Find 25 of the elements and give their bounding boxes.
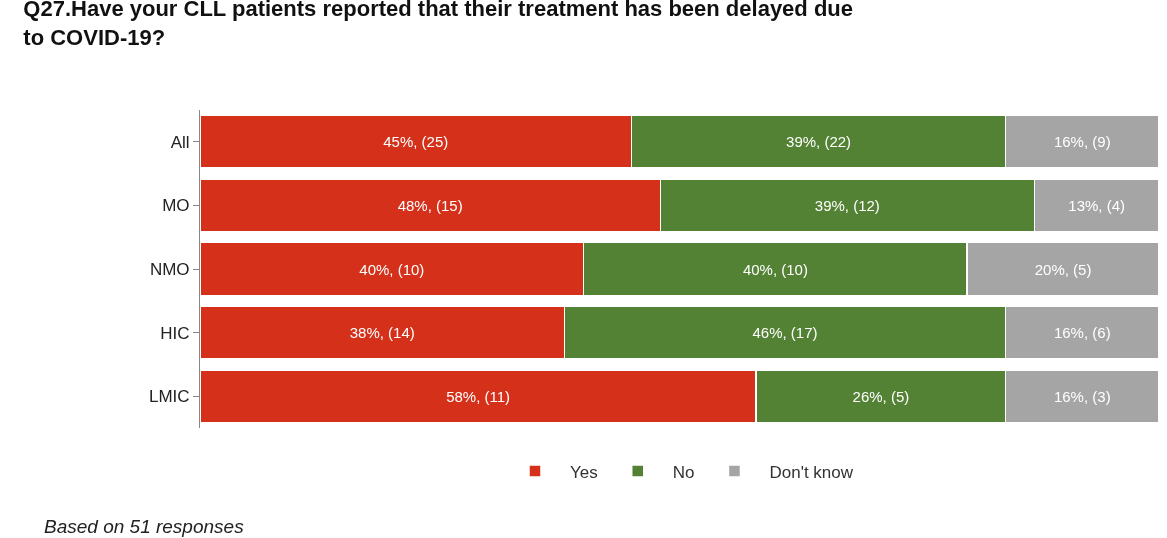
legend-label: No: [672, 462, 695, 482]
data-label: 20%, (5): [1034, 260, 1092, 278]
y-tick-label: LMIC: [148, 387, 190, 407]
y-tick-label: NMO: [149, 259, 190, 279]
data-label: 16%, (3): [1053, 387, 1111, 405]
data-label: 13%, (4): [1068, 196, 1126, 214]
data-label: 39%, (12): [814, 196, 880, 214]
y-tick-label: All: [170, 132, 190, 152]
data-label: 46%, (17): [752, 324, 818, 342]
data-label: 16%, (6): [1053, 324, 1111, 342]
data-label: 40%, (10): [742, 260, 808, 278]
text: Based on 51 responses: [44, 516, 245, 537]
y-tick-label: HIC: [160, 323, 190, 343]
data-label: 26%, (5): [852, 387, 910, 405]
data-label: 38%, (14): [349, 324, 415, 342]
chart-title: Q27.Have your CLL patients reported that their treatment has been delayed due to COVID-19?: [23, 0, 854, 50]
data-label: 48%, (15): [397, 196, 463, 214]
legend-label: Don't know: [769, 462, 854, 482]
y-tick-label: MO: [162, 196, 190, 216]
data-label: 45%, (25): [383, 133, 449, 151]
legend-label: Yes: [570, 462, 598, 482]
data-label: 40%, (10): [359, 260, 425, 278]
data-label: 39%, (22): [786, 133, 852, 151]
data-label: 16%, (9): [1053, 133, 1111, 151]
data-label: 58%, (11): [446, 387, 511, 405]
